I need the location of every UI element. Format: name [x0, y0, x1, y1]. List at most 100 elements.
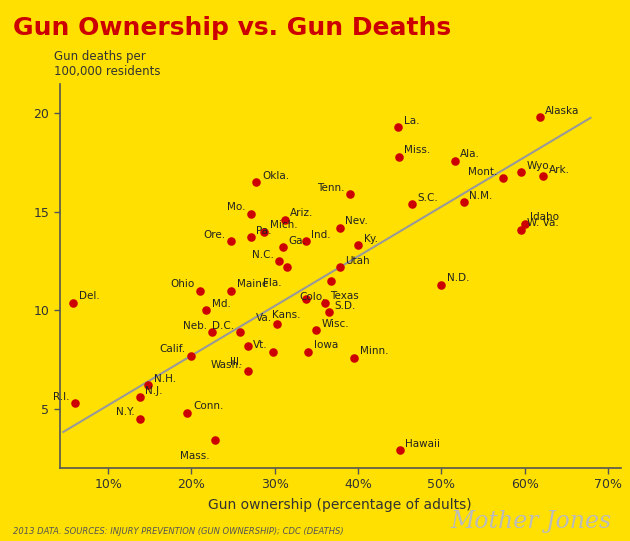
Text: N.D.: N.D.: [447, 273, 469, 283]
Point: [268, 347, 278, 356]
Point: [207, 328, 217, 337]
Text: Colo.: Colo.: [299, 292, 326, 302]
Text: Wash.: Wash.: [211, 360, 243, 370]
Point: [243, 367, 253, 376]
Point: [517, 168, 527, 177]
Point: [243, 341, 253, 350]
Point: [280, 215, 290, 224]
Text: Maine: Maine: [237, 279, 268, 289]
Text: Miss.: Miss.: [404, 146, 431, 155]
Text: N.J.: N.J.: [146, 386, 163, 395]
Point: [407, 200, 417, 208]
Text: Ill.: Ill.: [230, 357, 243, 367]
Point: [324, 308, 334, 316]
Point: [186, 351, 197, 360]
Point: [246, 209, 256, 218]
Point: [326, 276, 336, 285]
Point: [349, 353, 359, 362]
Text: Minn.: Minn.: [360, 346, 388, 357]
Text: Ohio: Ohio: [170, 279, 194, 289]
Point: [517, 225, 527, 234]
Text: Ky.: Ky.: [364, 234, 377, 244]
Point: [335, 223, 345, 232]
Text: Ala.: Ala.: [461, 149, 480, 159]
Text: Texas: Texas: [330, 291, 359, 301]
Text: Okla.: Okla.: [262, 171, 289, 181]
Point: [135, 393, 145, 401]
Text: Hawaii: Hawaii: [405, 439, 440, 449]
Text: N.Y.: N.Y.: [116, 407, 134, 417]
Text: Gun deaths per
100,000 residents: Gun deaths per 100,000 residents: [54, 50, 160, 78]
Point: [393, 123, 403, 131]
Text: Wyo.: Wyo.: [527, 161, 553, 171]
Text: N.M.: N.M.: [469, 190, 493, 201]
Text: 2013 DATA. SOURCES: INJURY PREVENTION (GUN OWNERSHIP); CDC (DEATHS): 2013 DATA. SOURCES: INJURY PREVENTION (G…: [13, 526, 343, 536]
Point: [301, 237, 311, 246]
Text: N.C.: N.C.: [251, 250, 273, 260]
Point: [226, 237, 236, 246]
Point: [70, 399, 80, 407]
Text: Ariz.: Ariz.: [290, 208, 314, 219]
Point: [395, 446, 405, 454]
Text: Mont.: Mont.: [468, 167, 498, 177]
Text: S.D.: S.D.: [335, 301, 356, 311]
Point: [259, 227, 269, 236]
Point: [459, 197, 469, 206]
Text: Utah: Utah: [345, 256, 370, 266]
Text: Idaho: Idaho: [530, 212, 559, 222]
Text: Vt.: Vt.: [253, 340, 268, 351]
Point: [135, 414, 145, 423]
Point: [335, 263, 345, 272]
Point: [278, 243, 288, 252]
Point: [320, 298, 330, 307]
Point: [520, 220, 530, 228]
Point: [272, 320, 282, 328]
Text: Mass.: Mass.: [180, 452, 209, 461]
Text: Md.: Md.: [212, 299, 231, 309]
Text: Gun Ownership vs. Gun Deaths: Gun Ownership vs. Gun Deaths: [13, 16, 450, 40]
Point: [535, 113, 545, 122]
Text: Mother Jones: Mother Jones: [450, 510, 611, 533]
Text: Kans.: Kans.: [272, 309, 300, 320]
Point: [450, 156, 460, 165]
Text: Conn.: Conn.: [193, 401, 223, 411]
Point: [437, 280, 447, 289]
Text: Va.: Va.: [256, 313, 272, 323]
Point: [182, 408, 192, 417]
Point: [226, 286, 236, 295]
Text: D.C.: D.C.: [212, 321, 234, 331]
Text: W. Va.: W. Va.: [527, 218, 559, 228]
Text: Mo.: Mo.: [227, 202, 245, 213]
Text: Fla.: Fla.: [263, 278, 282, 288]
Point: [303, 347, 313, 356]
Point: [394, 153, 404, 161]
Point: [68, 298, 78, 307]
Point: [538, 172, 548, 181]
Text: Iowa: Iowa: [314, 340, 338, 351]
Point: [282, 263, 292, 272]
Point: [210, 436, 220, 445]
Text: Ind.: Ind.: [311, 230, 331, 240]
Point: [143, 381, 153, 390]
Point: [195, 286, 205, 295]
Text: N.H.: N.H.: [154, 374, 176, 384]
Text: Alaska: Alaska: [546, 106, 580, 116]
Text: Tenn.: Tenn.: [317, 183, 344, 193]
Text: Wisc.: Wisc.: [321, 319, 349, 329]
Text: S.C.: S.C.: [418, 193, 438, 203]
Point: [353, 241, 363, 250]
Point: [246, 233, 256, 242]
X-axis label: Gun ownership (percentage of adults): Gun ownership (percentage of adults): [209, 498, 472, 512]
Text: R.I.: R.I.: [53, 392, 69, 401]
Point: [251, 178, 261, 187]
Text: Pa.: Pa.: [256, 226, 272, 236]
Point: [498, 174, 508, 183]
Point: [202, 306, 212, 315]
Point: [274, 257, 284, 266]
Text: Ark.: Ark.: [549, 165, 570, 175]
Text: Ga.: Ga.: [289, 236, 307, 246]
Text: Mich.: Mich.: [270, 220, 297, 230]
Text: La.: La.: [404, 116, 419, 126]
Text: Neb.: Neb.: [183, 321, 207, 331]
Text: Del.: Del.: [79, 291, 100, 301]
